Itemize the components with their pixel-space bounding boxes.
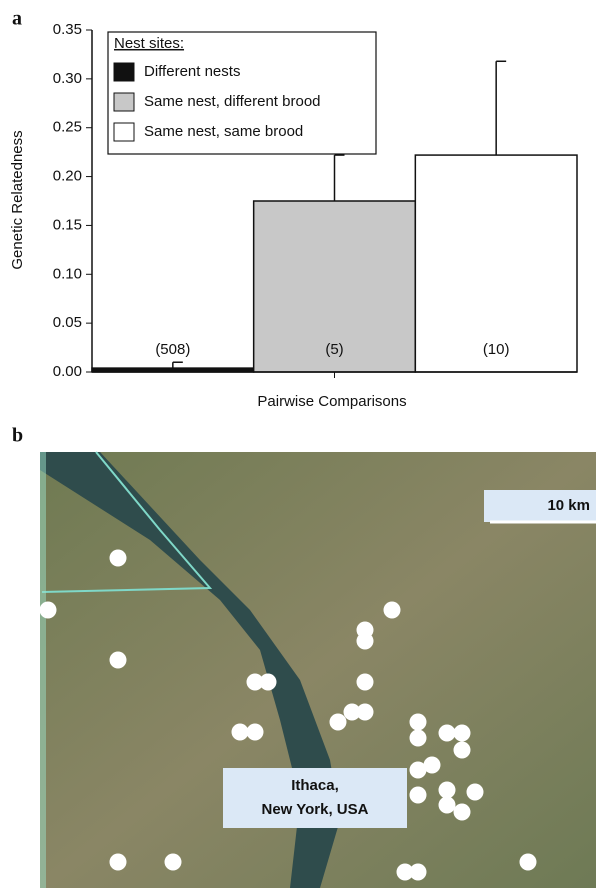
legend-label: Same nest, different brood bbox=[144, 93, 321, 110]
legend-swatch bbox=[114, 123, 134, 141]
site-dot bbox=[454, 804, 471, 821]
panel-label: a bbox=[12, 8, 22, 30]
map: 10 km Ithaca, New York, USA bbox=[40, 452, 596, 888]
scale-label: 10 km bbox=[547, 497, 590, 514]
plot: 0.00 0.05 0.10 0.15 0.20 0.25 0.30 0.35 (508) (5)… bbox=[53, 21, 577, 380]
legend-swatch bbox=[114, 93, 134, 111]
count-label: (5) bbox=[325, 341, 343, 358]
site-dot bbox=[110, 854, 127, 871]
place-label: New York, USA bbox=[262, 801, 369, 818]
y-tick-label: 0.20 bbox=[53, 168, 82, 185]
site-dot bbox=[467, 784, 484, 801]
legend-label: Same nest, same brood bbox=[144, 123, 303, 140]
legend-title: Nest sites: bbox=[114, 35, 184, 52]
site-dot bbox=[439, 797, 456, 814]
site-dot bbox=[410, 762, 427, 779]
site-dot bbox=[110, 652, 127, 669]
count-label: (10) bbox=[483, 341, 510, 358]
site-dot bbox=[165, 854, 182, 871]
count-label: (508) bbox=[155, 341, 190, 358]
site-dot bbox=[384, 602, 401, 619]
site-dot bbox=[454, 725, 471, 742]
site-dot bbox=[260, 674, 277, 691]
y-tick-label: 0.05 bbox=[53, 314, 82, 331]
site-dot bbox=[357, 633, 374, 650]
legend-label: Different nests bbox=[144, 63, 240, 80]
panel-label: b bbox=[12, 425, 23, 447]
site-dot bbox=[520, 854, 537, 871]
site-dot bbox=[357, 674, 374, 691]
place-label: Ithaca, bbox=[291, 777, 339, 794]
site-dot bbox=[410, 714, 427, 731]
site-dot bbox=[247, 724, 264, 741]
site-dot bbox=[232, 724, 249, 741]
y-tick-label: 0.00 bbox=[53, 363, 82, 380]
site-dot bbox=[439, 725, 456, 742]
site-dot bbox=[40, 602, 57, 619]
site-dot bbox=[410, 730, 427, 747]
site-dot bbox=[410, 787, 427, 804]
y-tick-label: 0.35 bbox=[53, 21, 82, 38]
map-edge bbox=[40, 452, 46, 888]
site-dot bbox=[110, 550, 127, 567]
site-dot bbox=[357, 704, 374, 721]
site-dot bbox=[454, 742, 471, 759]
site-dot bbox=[439, 782, 456, 799]
site-dot bbox=[410, 864, 427, 881]
y-tick-label: 0.30 bbox=[53, 70, 82, 87]
y-tick-label: 0.15 bbox=[53, 216, 82, 233]
legend-swatch bbox=[114, 63, 134, 81]
y-axis-label: Genetic Relatedness bbox=[9, 130, 26, 269]
bar bbox=[415, 155, 577, 372]
y-tick-label: 0.10 bbox=[53, 265, 82, 282]
x-axis-label: Pairwise Comparisons bbox=[257, 393, 406, 410]
y-tick-label: 0.25 bbox=[53, 119, 82, 136]
site-dot bbox=[330, 714, 347, 731]
